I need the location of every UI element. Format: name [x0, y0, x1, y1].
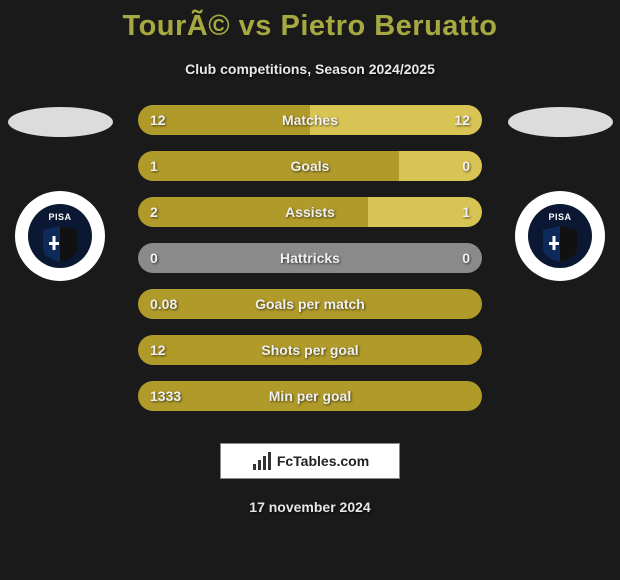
right-player-column: PISA — [500, 105, 620, 281]
stat-value-left: 0.08 — [150, 296, 177, 312]
stat-value-right: 0 — [462, 250, 470, 266]
stat-value-left: 12 — [150, 342, 166, 358]
stat-value-left: 2 — [150, 204, 158, 220]
stat-row: Goals 1 0 — [138, 151, 482, 181]
stat-row: Shots per goal 12 — [138, 335, 482, 365]
brand-text: FcTables.com — [277, 453, 369, 469]
stat-row: Hattricks 0 0 — [138, 243, 482, 273]
stat-row: Assists 2 1 — [138, 197, 482, 227]
stat-value-left: 1 — [150, 158, 158, 174]
stat-bar-left — [138, 151, 399, 181]
stat-label: Shots per goal — [261, 342, 358, 358]
stat-label: Hattricks — [280, 250, 340, 266]
brand-box: FcTables.com — [220, 443, 400, 479]
stat-value-right: 0 — [462, 158, 470, 174]
right-club-badge-inner: PISA — [528, 204, 592, 268]
right-club-name: PISA — [548, 212, 571, 222]
left-club-badge: PISA — [15, 191, 105, 281]
stat-value-right: 1 — [462, 204, 470, 220]
right-club-badge: PISA — [515, 191, 605, 281]
left-club-badge-inner: PISA — [28, 204, 92, 268]
stat-row: Min per goal 1333 — [138, 381, 482, 411]
brand-chart-icon — [251, 450, 273, 472]
stat-value-left: 12 — [150, 112, 166, 128]
left-player-column: PISA — [0, 105, 120, 281]
stat-value-right: 12 — [454, 112, 470, 128]
right-flag-icon — [508, 107, 613, 137]
stat-label: Matches — [282, 112, 338, 128]
stat-value-left: 1333 — [150, 388, 181, 404]
left-club-name: PISA — [48, 212, 71, 222]
stat-label: Assists — [285, 204, 335, 220]
comparison-arena: PISA PISA — [0, 105, 620, 425]
stat-label: Min per goal — [269, 388, 351, 404]
stat-row: Goals per match 0.08 — [138, 289, 482, 319]
stat-row: Matches 12 12 — [138, 105, 482, 135]
stat-label: Goals per match — [255, 296, 365, 312]
stat-value-left: 0 — [150, 250, 158, 266]
left-club-shield-icon — [43, 226, 77, 262]
right-club-shield-icon — [543, 226, 577, 262]
comparison-subtitle: Club competitions, Season 2024/2025 — [0, 61, 620, 77]
stat-label: Goals — [291, 158, 330, 174]
stat-bars-container: Matches1212Goals10Assists21Hattricks00Go… — [138, 105, 482, 427]
comparison-title: TourÃ© vs Pietro Beruatto — [0, 0, 620, 43]
comparison-date: 17 november 2024 — [0, 499, 620, 515]
left-flag-icon — [8, 107, 113, 137]
